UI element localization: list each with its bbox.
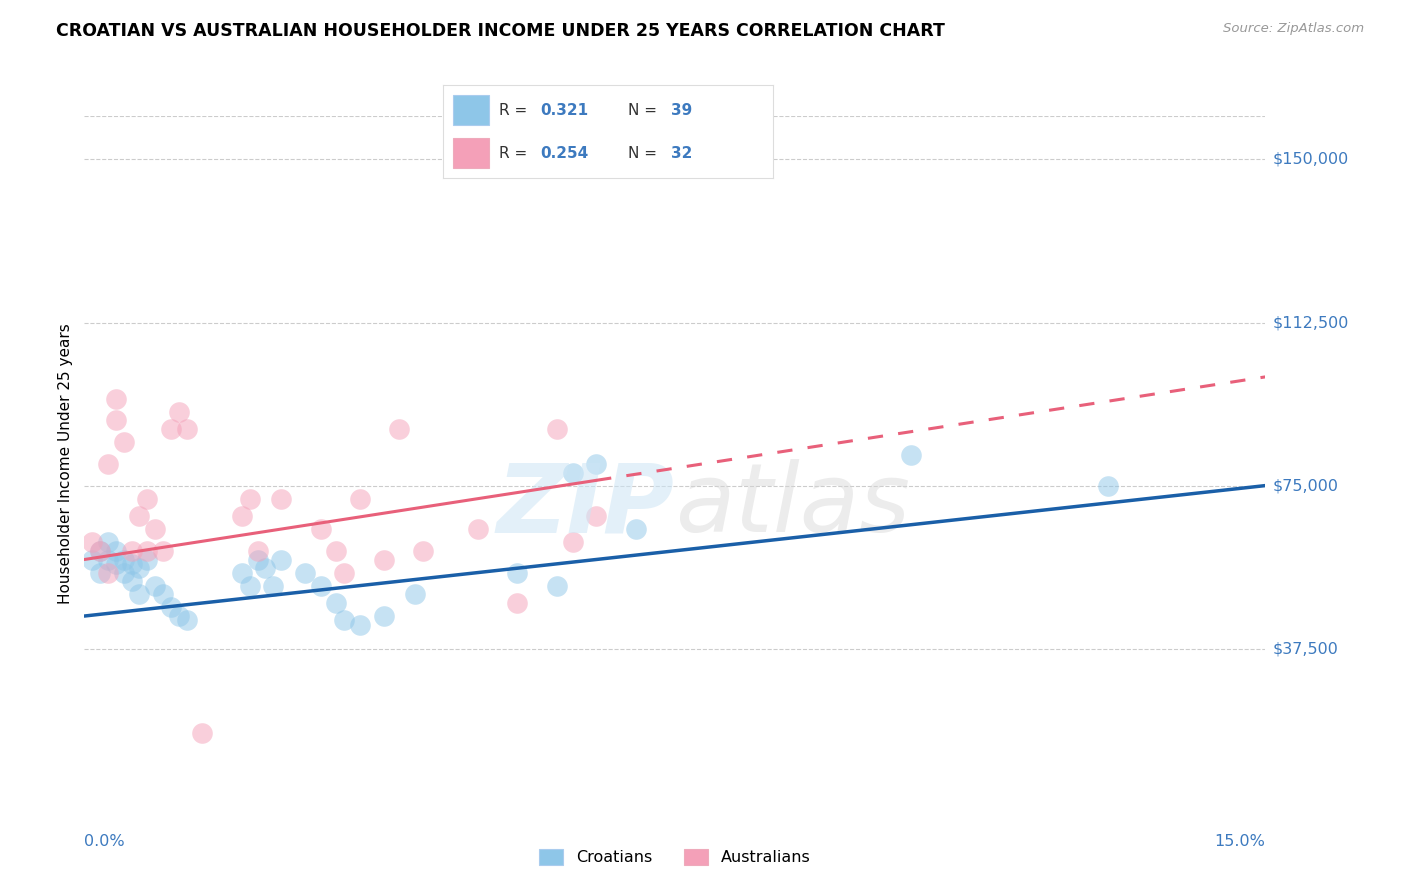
Text: CROATIAN VS AUSTRALIAN HOUSEHOLDER INCOME UNDER 25 YEARS CORRELATION CHART: CROATIAN VS AUSTRALIAN HOUSEHOLDER INCOM… — [56, 22, 945, 40]
Text: $75,000: $75,000 — [1272, 478, 1339, 493]
FancyBboxPatch shape — [453, 138, 489, 168]
Point — [561, 535, 583, 549]
Text: N =: N = — [628, 103, 662, 118]
Point — [239, 579, 262, 593]
Point — [294, 566, 316, 580]
Point — [143, 522, 166, 536]
Point — [467, 522, 489, 536]
Point — [191, 726, 214, 740]
Point — [412, 544, 434, 558]
Point — [121, 544, 143, 558]
Text: 0.321: 0.321 — [540, 103, 589, 118]
Text: $150,000: $150,000 — [1272, 152, 1348, 167]
Point — [1097, 478, 1119, 492]
Point — [325, 544, 347, 558]
Point — [136, 552, 159, 566]
Point — [104, 392, 127, 406]
Point — [262, 579, 284, 593]
Point — [624, 522, 647, 536]
Point — [112, 435, 135, 450]
Text: 0.0%: 0.0% — [84, 834, 125, 849]
Point — [561, 466, 583, 480]
Point — [585, 508, 607, 523]
Point — [333, 566, 356, 580]
Text: $112,500: $112,500 — [1272, 315, 1348, 330]
Point — [546, 579, 568, 593]
Point — [89, 544, 111, 558]
Point — [309, 579, 332, 593]
Point — [167, 405, 190, 419]
Text: $37,500: $37,500 — [1272, 641, 1339, 657]
Point — [89, 566, 111, 580]
Y-axis label: Householder Income Under 25 years: Householder Income Under 25 years — [58, 324, 73, 604]
Text: N =: N = — [628, 145, 662, 161]
Legend: Croatians, Australians: Croatians, Australians — [531, 841, 818, 873]
Point — [373, 609, 395, 624]
Point — [97, 552, 120, 566]
Point — [128, 508, 150, 523]
Point — [254, 561, 277, 575]
Point — [231, 508, 253, 523]
Text: atlas: atlas — [675, 459, 910, 552]
Point — [82, 552, 104, 566]
Point — [104, 557, 127, 571]
Text: R =: R = — [499, 103, 533, 118]
Point — [97, 566, 120, 580]
Point — [160, 600, 183, 615]
Point — [89, 544, 111, 558]
Point — [112, 566, 135, 580]
Point — [136, 544, 159, 558]
Point — [246, 552, 269, 566]
Text: ZIP: ZIP — [496, 459, 675, 552]
Point — [404, 587, 426, 601]
Point — [128, 561, 150, 575]
Point — [97, 457, 120, 471]
Point — [333, 614, 356, 628]
Point — [900, 448, 922, 462]
Point — [231, 566, 253, 580]
Point — [128, 587, 150, 601]
Point — [506, 596, 529, 610]
Point — [388, 422, 411, 436]
Text: 32: 32 — [671, 145, 692, 161]
FancyBboxPatch shape — [453, 95, 489, 125]
Point — [270, 491, 292, 506]
Point — [160, 422, 183, 436]
Point — [97, 535, 120, 549]
Point — [121, 574, 143, 589]
Point — [349, 491, 371, 506]
Text: 0.254: 0.254 — [540, 145, 589, 161]
Text: 39: 39 — [671, 103, 692, 118]
Point — [143, 579, 166, 593]
Point — [246, 544, 269, 558]
Point — [325, 596, 347, 610]
Point — [349, 617, 371, 632]
Point — [546, 422, 568, 436]
Text: R =: R = — [499, 145, 533, 161]
Point — [104, 544, 127, 558]
Point — [176, 422, 198, 436]
Point — [136, 491, 159, 506]
Point — [373, 552, 395, 566]
Point — [506, 566, 529, 580]
Point — [585, 457, 607, 471]
Point — [176, 614, 198, 628]
Point — [239, 491, 262, 506]
Point — [152, 544, 174, 558]
Point — [121, 557, 143, 571]
Text: Source: ZipAtlas.com: Source: ZipAtlas.com — [1223, 22, 1364, 36]
Point — [270, 552, 292, 566]
Point — [309, 522, 332, 536]
Point — [104, 413, 127, 427]
Point — [82, 535, 104, 549]
Point — [152, 587, 174, 601]
Point — [167, 609, 190, 624]
Text: 15.0%: 15.0% — [1215, 834, 1265, 849]
Point — [112, 552, 135, 566]
